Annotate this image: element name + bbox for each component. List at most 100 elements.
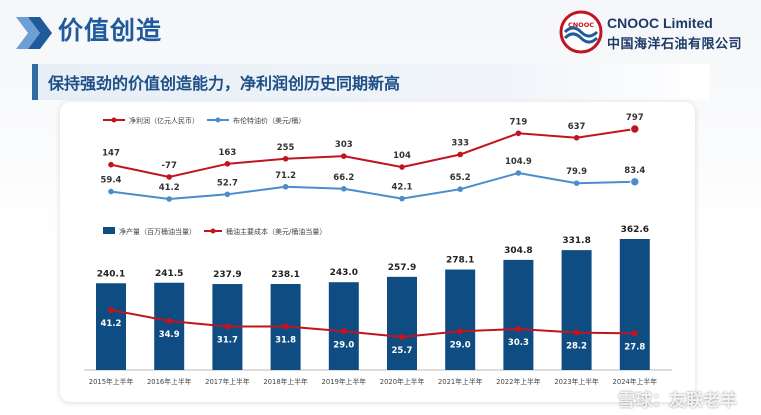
point-cost-6: [457, 328, 464, 335]
legend-marker-net-profit: [111, 117, 117, 123]
data-label-cost-4: 29.0: [333, 340, 354, 350]
subtitle-text: 保持强劲的价值创造能力，净利润创历史同期新高: [48, 74, 401, 93]
data-label-brent-1: 41.2: [159, 183, 180, 193]
series-line-cost: [110, 309, 635, 339]
point-net-profit-3: [282, 155, 289, 162]
emblem-text: CNOOC: [568, 21, 594, 29]
subtitle-banner: [32, 64, 710, 100]
point-brent-1: [166, 196, 172, 202]
data-label-production-3: 238.1: [271, 270, 299, 280]
x-tick-label-6: 2021年上半年: [438, 377, 483, 386]
data-label-production-6: 278.1: [446, 256, 474, 266]
x-tick-label-9: 2024年上半年: [613, 377, 658, 386]
x-tick-label-7: 2022年上半年: [496, 377, 541, 386]
data-label-cost-1: 34.9: [159, 330, 180, 340]
cnooc-emblem-icon: CNOOC: [559, 10, 603, 54]
data-label-net-profit-3: 255: [277, 143, 295, 153]
point-cost-1: [166, 317, 173, 324]
x-tick-label-1: 2016年上半年: [147, 377, 192, 386]
point-net-profit-9: [630, 124, 640, 134]
point-brent-3: [282, 183, 289, 190]
data-label-cost-2: 31.7: [217, 336, 238, 346]
bar-production-4: [328, 282, 359, 370]
legend-label-cost: 桶油主要成本（美元/桶油当量）: [226, 227, 326, 236]
data-label-cost-0: 41.2: [101, 319, 122, 329]
data-label-production-4: 243.0: [330, 268, 358, 278]
data-label-production-7: 304.8: [504, 246, 532, 256]
bar-production-7: [503, 259, 534, 370]
data-label-net-profit-0: 147: [102, 149, 120, 159]
data-label-brent-3: 71.2: [275, 171, 296, 181]
point-brent-7: [515, 170, 522, 176]
point-cost-4: [340, 328, 347, 335]
x-tick-label-8: 2023年上半年: [554, 377, 599, 386]
data-label-production-0: 240.1: [97, 269, 125, 279]
data-label-brent-4: 66.2: [333, 173, 354, 183]
data-label-net-profit-2: 163: [219, 148, 237, 158]
point-brent-8: [573, 180, 580, 187]
x-tick-label-0: 2015年上半年: [89, 377, 134, 386]
data-label-cost-9: 27.8: [624, 342, 645, 352]
data-label-production-2: 237.9: [213, 270, 241, 280]
brand-name-en: CNOOC Limited: [607, 15, 713, 31]
data-label-brent-6: 65.2: [450, 173, 471, 183]
data-label-cost-8: 28.2: [566, 342, 587, 352]
bar-production-0: [96, 283, 126, 370]
x-tick-label-4: 2019年上半年: [322, 377, 367, 386]
data-label-production-1: 241.5: [155, 269, 183, 279]
series-line-brent: [110, 171, 635, 201]
legend-label-net-profit: 净利润（亿元人民币）: [129, 116, 199, 125]
data-label-brent-9: 83.4: [624, 166, 645, 176]
data-label-net-profit-6: 333: [451, 138, 469, 148]
data-label-net-profit-8: 637: [568, 122, 586, 132]
legend-marker-cost: [210, 228, 216, 234]
legend-marker-brent: [215, 117, 221, 123]
series-line-net-profit: [110, 128, 635, 179]
point-cost-5: [399, 334, 405, 340]
data-label-net-profit-9: 797: [626, 113, 644, 123]
chevron-logo-icon: [16, 17, 52, 49]
data-label-cost-6: 29.0: [450, 340, 471, 350]
data-label-production-9: 362.6: [621, 225, 649, 235]
x-tick-label-2: 2017年上半年: [205, 377, 250, 386]
point-cost-7: [515, 325, 522, 332]
data-label-brent-7: 104.9: [505, 157, 532, 167]
brand-name-cn: 中国海洋石油有限公司: [607, 37, 743, 52]
point-net-profit-2: [224, 161, 231, 167]
data-label-net-profit-4: 303: [335, 140, 353, 150]
point-net-profit-6: [457, 151, 464, 158]
point-net-profit-7: [515, 130, 522, 137]
point-brent-5: [399, 195, 405, 202]
point-cost-2: [224, 323, 231, 330]
x-tick-label-3: 2018年上半年: [263, 377, 308, 386]
point-brent-2: [224, 191, 231, 198]
data-label-net-profit-5: 104: [393, 151, 411, 161]
data-label-brent-8: 79.9: [566, 167, 587, 177]
point-cost-8: [573, 329, 580, 336]
data-label-production-5: 257.9: [388, 263, 416, 273]
point-brent-9: [630, 177, 640, 187]
data-label-net-profit-1: -77: [162, 161, 177, 171]
watermark: 雪球：友联老羊: [618, 391, 737, 411]
brand-logo: CNOOC CNOOC Limited 中国海洋石油有限公司: [557, 8, 757, 56]
point-cost-0: [108, 307, 114, 313]
bar-production-6: [445, 269, 476, 370]
bar-production-5: [387, 276, 417, 370]
data-label-production-8: 331.8: [562, 236, 590, 246]
point-cost-3: [282, 323, 289, 330]
data-label-brent-0: 59.4: [101, 176, 122, 186]
point-net-profit-8: [573, 134, 580, 141]
data-label-cost-3: 31.8: [275, 335, 296, 345]
data-label-brent-2: 52.7: [217, 178, 238, 188]
legend-swatch-production: [103, 227, 115, 234]
point-net-profit-4: [341, 153, 347, 159]
data-label-brent-5: 42.1: [392, 183, 413, 193]
data-label-cost-7: 30.3: [508, 338, 529, 348]
point-net-profit-5: [399, 164, 405, 170]
legend-label-production: 净产量（百万桶油当量）: [119, 227, 196, 236]
bar-production-8: [561, 250, 592, 370]
point-cost-9: [631, 330, 638, 337]
data-label-net-profit-7: 719: [510, 117, 528, 127]
point-net-profit-0: [108, 161, 114, 168]
